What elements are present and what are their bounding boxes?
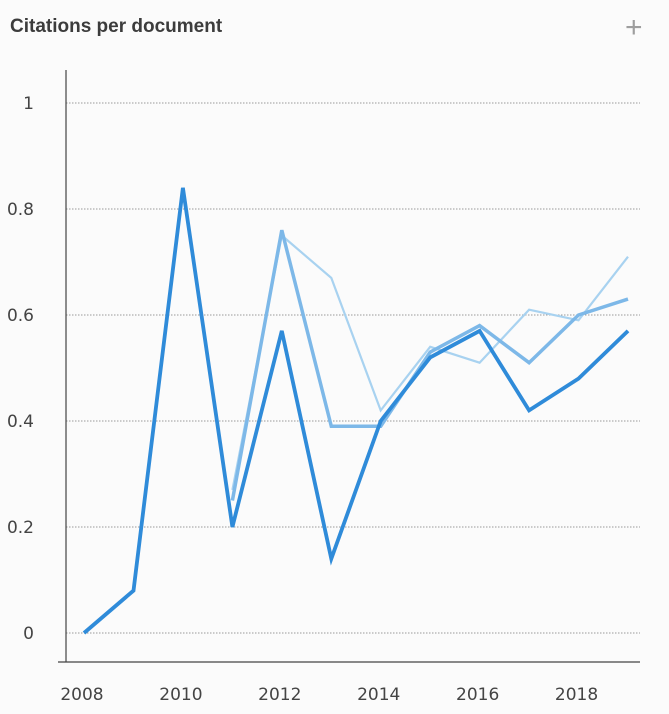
series-line-1 [231, 233, 629, 491]
series-line-3 [82, 187, 630, 635]
x-tick-label: 2018 [555, 685, 598, 705]
series-lines [82, 187, 630, 635]
x-tick-label: 2010 [159, 685, 202, 705]
plus-icon[interactable]: + [625, 11, 643, 44]
axes [58, 70, 640, 663]
y-tick-label: 0 [23, 624, 34, 644]
x-tick-label: 2016 [456, 685, 499, 705]
chart-title: Citations per document [10, 16, 223, 37]
x-tick-label: 2012 [258, 685, 301, 705]
y-tick-label: 0.8 [7, 200, 34, 220]
x-tick-label: 2008 [60, 685, 103, 705]
series-line-2 [230, 229, 629, 501]
y-tick-label: 1 [23, 94, 34, 114]
y-tick-label: 0.4 [7, 412, 34, 432]
grid-lines [66, 102, 640, 634]
x-tick-label: 2014 [357, 685, 400, 705]
y-tick-label: 0.6 [7, 306, 34, 326]
tick-labels: 0 0.2 0.4 0.6 0.8 1 2008 2010 2012 2014 2016 2018 [7, 94, 598, 705]
y-tick-label: 0.2 [7, 518, 34, 538]
